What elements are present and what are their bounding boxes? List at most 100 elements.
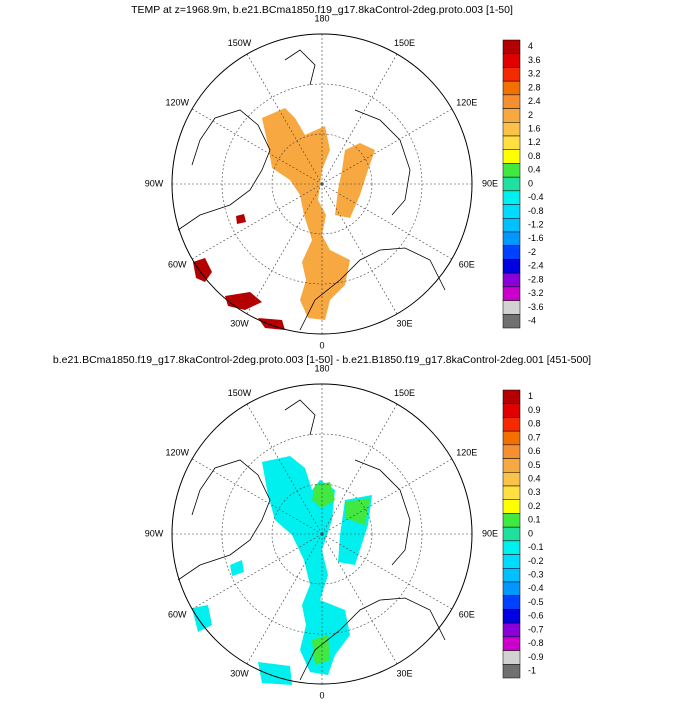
colorbar-label: 0.5 xyxy=(528,460,541,470)
colorbar-box xyxy=(502,609,521,624)
colorbar-box xyxy=(502,636,521,651)
longitude-label: 150W xyxy=(228,388,252,398)
colorbar-label: 0.8 xyxy=(528,151,541,161)
meridian xyxy=(321,533,453,610)
colorbar-box xyxy=(502,664,521,679)
colorbar-label: 1.6 xyxy=(528,124,541,134)
colorbar-box xyxy=(502,526,521,542)
meridian xyxy=(246,53,323,185)
colorbar-label: 1 xyxy=(528,391,533,401)
colorbar-label: 0.6 xyxy=(528,446,541,456)
colorbar-label: 0.1 xyxy=(528,515,541,525)
colorbar-label: -0.4 xyxy=(528,192,544,202)
colorbar-label: -1.2 xyxy=(528,220,544,230)
colorbar-box xyxy=(502,231,521,246)
colorbar-label: 0.3 xyxy=(528,487,541,497)
colorbar-box xyxy=(502,417,521,432)
colorbar-label: -3.2 xyxy=(528,288,544,298)
colorbar-box xyxy=(502,595,521,610)
longitude-label: 0 xyxy=(319,340,324,350)
longitude-label: 30E xyxy=(396,319,412,329)
colorbar-box xyxy=(502,218,521,233)
colorbar-label: -2.8 xyxy=(528,274,544,284)
colorbar-box xyxy=(502,314,521,329)
colorbar-label: -0.6 xyxy=(528,611,544,621)
colorbar-box xyxy=(502,458,521,473)
colorbar-box xyxy=(502,403,521,418)
panel-title: TEMP at z=1968.9m, b.e21.BCma1850.f19_g1… xyxy=(131,4,513,16)
colorbar-label: -0.8 xyxy=(528,206,544,216)
meridian xyxy=(321,403,398,535)
colorbar-label: -2.4 xyxy=(528,261,544,271)
colorbar-box xyxy=(502,163,521,178)
colorbar-label: -0.5 xyxy=(528,597,544,607)
colorbar-box xyxy=(502,94,521,109)
colorbar-box xyxy=(502,389,521,404)
meridian xyxy=(321,183,398,315)
colorbar-box xyxy=(502,581,521,596)
colorbar-box xyxy=(502,472,521,487)
meridian xyxy=(246,183,323,315)
colorbar-box xyxy=(502,122,521,137)
colorbar-box xyxy=(502,80,521,96)
colorbar-label: 0.2 xyxy=(528,501,541,511)
coastline xyxy=(177,49,446,331)
coastline xyxy=(177,399,446,681)
colorbar-box xyxy=(502,190,521,205)
map-panel: b.e21.BCma1850.f19_g17.8kaControl-2deg.p… xyxy=(53,354,591,701)
colorbar-box xyxy=(502,108,521,123)
longitude-label: 120E xyxy=(456,97,477,107)
colorbar-box xyxy=(502,53,521,68)
colorbar-label: 2.8 xyxy=(528,82,541,92)
colorbar-box xyxy=(502,67,521,82)
longitude-label: 180 xyxy=(314,13,329,23)
colorbar-box xyxy=(502,245,521,260)
colorbar-box xyxy=(502,444,521,459)
longitude-label: 90W xyxy=(145,528,164,538)
longitude-label: 0 xyxy=(319,690,324,700)
longitude-label: 150E xyxy=(394,388,415,398)
colorbar-label: 0.4 xyxy=(528,165,541,175)
map-border xyxy=(171,33,473,335)
colorbar-box xyxy=(502,650,521,665)
colorbar-box xyxy=(502,540,521,555)
longitude-label: 30W xyxy=(230,669,249,679)
colorbar-box xyxy=(502,272,521,288)
longitude-label: 90E xyxy=(482,178,498,188)
colorbar-box xyxy=(502,204,521,219)
colorbar-box xyxy=(502,568,521,583)
colorbar-box xyxy=(502,430,521,446)
longitude-label: 120W xyxy=(165,97,189,107)
colorbar-box xyxy=(502,300,521,315)
longitude-label: 120E xyxy=(456,447,477,457)
colorbar-label: 0.9 xyxy=(528,405,541,415)
longitude-label: 60E xyxy=(459,259,475,269)
colorbar-label: -0.8 xyxy=(528,638,544,648)
colorbar-label: -0.9 xyxy=(528,652,544,662)
longitude-label: 150E xyxy=(394,38,415,48)
colorbar-box xyxy=(502,135,521,150)
colorbar-label: -2 xyxy=(528,247,536,257)
colorbar-box xyxy=(502,513,521,528)
colorbar-label: -3.6 xyxy=(528,302,544,312)
data-fill xyxy=(192,456,372,685)
map-border xyxy=(171,383,473,685)
longitude-label: 60W xyxy=(168,609,187,619)
colorbar-label: 0.7 xyxy=(528,432,541,442)
colorbar-label: 0.8 xyxy=(528,419,541,429)
colorbar-box xyxy=(502,39,521,54)
colorbar-label: -0.3 xyxy=(528,570,544,580)
colorbar-label: 0 xyxy=(528,178,533,188)
longitude-label: 180 xyxy=(314,363,329,373)
panel-title: b.e21.BCma1850.f19_g17.8kaControl-2deg.p… xyxy=(53,354,591,366)
data-fill xyxy=(193,108,375,330)
colorbar-box xyxy=(502,176,521,192)
meridian xyxy=(191,183,323,260)
colorbar-box xyxy=(502,622,521,638)
colorbar-box xyxy=(502,286,521,301)
meridian xyxy=(191,458,323,535)
colorbar-label: -4 xyxy=(528,316,536,326)
meridian xyxy=(321,533,398,665)
meridian xyxy=(321,108,453,185)
